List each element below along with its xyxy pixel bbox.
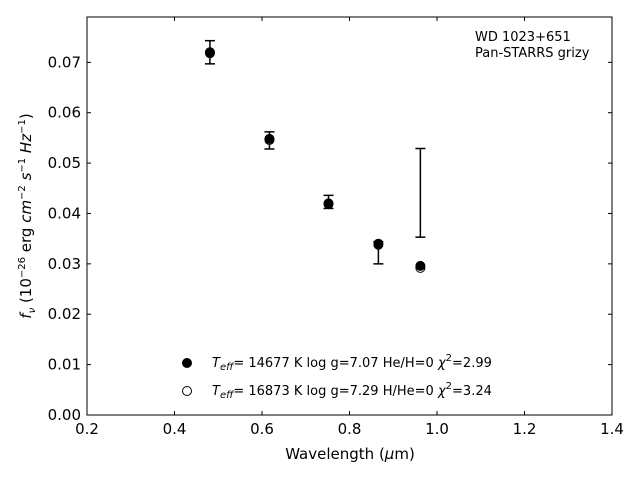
x-tick-label: 1.0 (425, 420, 449, 438)
x-axis-label: Wavelength (μm) (285, 445, 415, 463)
y-tick-label: 0.06 (48, 104, 81, 122)
legend-marker-open (182, 386, 192, 396)
svg-text:fν (10−26 erg cm−2 s−1 Hz−1): fν (10−26 erg cm−2 s−1 Hz−1) (17, 113, 38, 318)
y-tick-label: 0.02 (48, 305, 81, 323)
model-point-filled (323, 198, 334, 209)
model-point-filled (373, 238, 384, 249)
y-tick-label: 0.04 (48, 204, 81, 222)
x-tick-label: 1.2 (513, 420, 537, 438)
legend-entry-2: Teff= 16873 K log g=7.29 H/He=0 χ2=3.24 (212, 381, 492, 401)
x-tick-label: 0.4 (163, 420, 187, 438)
y-tick-label: 0.01 (48, 356, 81, 374)
x-tick-label: 0.2 (75, 420, 99, 438)
y-tick-label: 0.05 (48, 154, 81, 172)
x-tick-label: 0.6 (250, 420, 274, 438)
svg-text:Wavelength (μm): Wavelength (μm) (285, 445, 415, 463)
y-tick-label: 0.03 (48, 255, 81, 273)
y-tick-label: 0.07 (48, 53, 81, 71)
y-tick-label: 0.00 (48, 406, 81, 424)
annotation-line-1: WD 1023+651 (475, 30, 571, 45)
legend: Teff= 14677 K log g=7.07 He/H=0 χ2=2.99 … (182, 353, 492, 401)
model-point-filled (264, 133, 275, 144)
annotation-line-2: Pan-STARRS grizy (475, 46, 590, 61)
model-point-filled (415, 260, 426, 271)
y-axis-label: fν (10−26 erg cm−2 s−1 Hz−1) (17, 113, 38, 318)
legend-entry-1: Teff= 14677 K log g=7.07 He/H=0 χ2=2.99 (212, 353, 492, 373)
legend-marker-filled (182, 358, 192, 368)
model-point-filled (204, 47, 215, 58)
x-tick-label: 1.4 (600, 420, 624, 438)
x-tick-label: 0.8 (338, 420, 362, 438)
